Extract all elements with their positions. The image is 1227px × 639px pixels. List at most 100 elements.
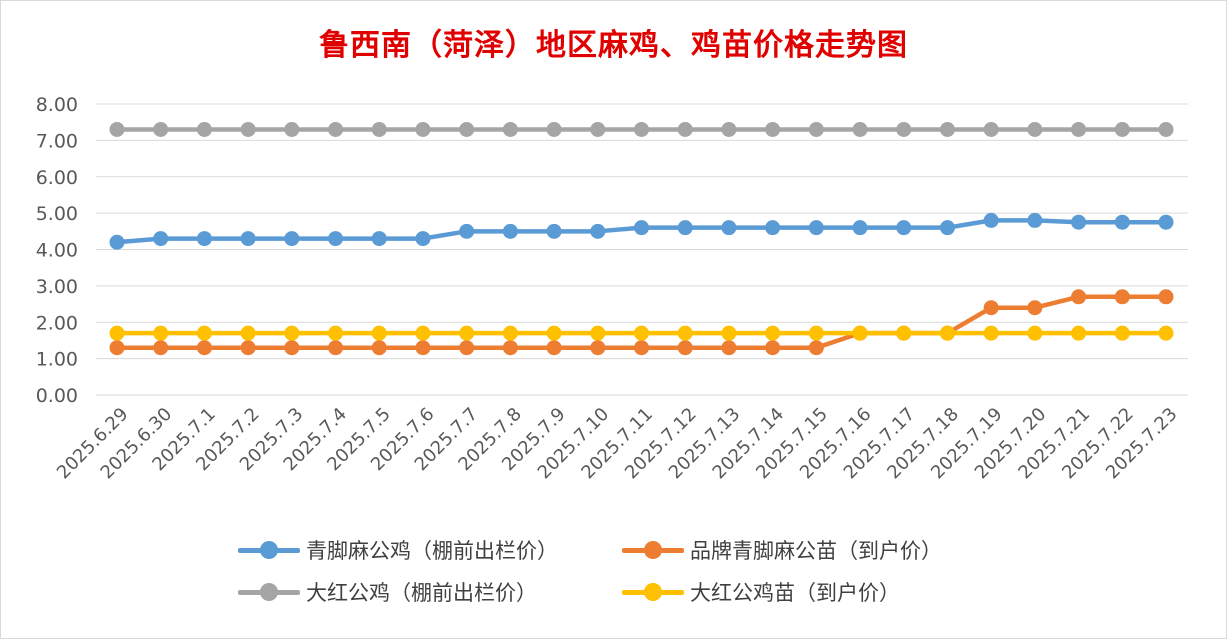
legend-label-1: 品牌青脚麻公苗（到户价） <box>690 539 942 563</box>
data-point-3-17 <box>852 325 868 341</box>
data-point-3-14 <box>721 325 737 341</box>
data-point-0-24 <box>1158 214 1174 230</box>
data-point-2-13 <box>677 121 693 137</box>
data-point-2-0 <box>109 121 125 137</box>
series-3 <box>109 325 1174 341</box>
data-point-2-20 <box>983 121 999 137</box>
data-point-0-8 <box>459 223 475 239</box>
data-point-0-15 <box>765 220 781 236</box>
data-point-0-11 <box>590 223 606 239</box>
data-point-2-9 <box>502 121 518 137</box>
data-point-2-23 <box>1114 121 1130 137</box>
data-point-0-20 <box>983 212 999 228</box>
series-2 <box>109 121 1174 137</box>
data-point-0-2 <box>196 231 212 247</box>
data-point-3-7 <box>415 325 431 341</box>
data-point-3-9 <box>502 325 518 341</box>
data-point-2-4 <box>284 121 300 137</box>
y-tick-label-2: 2.00 <box>36 312 78 334</box>
data-point-3-19 <box>939 325 955 341</box>
y-tick-label-4: 4.00 <box>36 240 78 262</box>
legend-item-1: 品牌青脚麻公苗（到户价） <box>622 535 942 565</box>
data-point-3-18 <box>896 325 912 341</box>
data-point-3-0 <box>109 325 125 341</box>
data-point-1-12 <box>634 340 649 356</box>
data-point-1-0 <box>109 340 125 356</box>
data-point-2-3 <box>240 121 256 137</box>
data-point-1-4 <box>284 340 300 356</box>
y-axis-ticks: 0.00 1.00 2.00 3.00 4.00 5.00 6.00 7.00 8.00 <box>36 94 78 407</box>
data-point-3-11 <box>590 325 606 341</box>
data-point-2-6 <box>371 121 387 137</box>
data-point-1-23 <box>1114 289 1130 305</box>
data-point-2-8 <box>459 121 475 137</box>
legend-item-2: 大红公鸡（棚前出栏价） <box>238 577 537 607</box>
data-point-3-6 <box>371 325 387 341</box>
data-point-0-5 <box>328 231 344 247</box>
legend-dot-1 <box>644 541 662 559</box>
data-point-1-24 <box>1158 289 1174 305</box>
data-point-3-3 <box>240 325 256 341</box>
data-point-1-9 <box>502 340 518 356</box>
data-point-1-20 <box>983 300 999 316</box>
series-0 <box>109 212 1174 250</box>
data-point-0-23 <box>1114 214 1130 230</box>
data-point-2-1 <box>153 121 169 137</box>
data-point-3-4 <box>284 325 300 341</box>
data-point-3-8 <box>459 325 475 341</box>
data-point-0-14 <box>721 220 737 236</box>
data-point-0-10 <box>546 223 562 239</box>
data-point-3-1 <box>153 325 169 341</box>
data-point-1-16 <box>808 340 824 356</box>
y-tick-label-3: 3.00 <box>36 276 78 298</box>
data-point-2-15 <box>765 121 781 137</box>
data-point-2-11 <box>590 121 606 137</box>
data-point-1-1 <box>153 340 169 356</box>
legend-swatch-1 <box>622 540 684 560</box>
data-point-2-17 <box>852 121 868 137</box>
legend-dot-3 <box>644 583 662 601</box>
legend-dot-2 <box>260 583 278 601</box>
data-point-2-10 <box>546 121 562 137</box>
data-point-1-2 <box>196 340 212 356</box>
data-point-0-18 <box>896 220 912 236</box>
data-point-0-12 <box>634 220 649 236</box>
data-point-0-16 <box>808 220 824 236</box>
data-point-3-12 <box>634 325 649 341</box>
data-point-0-4 <box>284 231 300 247</box>
data-point-1-5 <box>328 340 344 356</box>
data-point-2-12 <box>634 121 649 137</box>
data-point-2-19 <box>939 121 955 137</box>
data-point-1-7 <box>415 340 431 356</box>
legend-label-0: 青脚麻公鸡（棚前出栏价） <box>306 539 558 563</box>
legend-dot-0 <box>260 541 278 559</box>
y-tick-label-6: 6.00 <box>36 167 78 189</box>
data-point-3-20 <box>983 325 999 341</box>
legend-swatch-0 <box>238 540 300 560</box>
legend-swatch-2 <box>238 582 300 602</box>
data-point-2-21 <box>1027 121 1043 137</box>
y-tick-label-5: 5.00 <box>36 203 78 225</box>
data-point-2-24 <box>1158 121 1174 137</box>
gridlines <box>96 103 1188 396</box>
y-tick-label-8: 8.00 <box>36 94 78 116</box>
data-point-3-24 <box>1158 325 1174 341</box>
data-point-2-16 <box>808 121 824 137</box>
data-point-1-14 <box>721 340 737 356</box>
chart-title: 鲁西南（菏泽）地区麻鸡、鸡苗价格走势图 <box>319 28 908 63</box>
data-point-3-16 <box>808 325 824 341</box>
data-point-2-2 <box>196 121 212 137</box>
data-point-3-5 <box>328 325 344 341</box>
legend-swatch-3 <box>622 582 684 602</box>
data-point-0-17 <box>852 220 868 236</box>
data-point-1-6 <box>371 340 387 356</box>
data-point-2-22 <box>1071 121 1087 137</box>
data-point-1-11 <box>590 340 606 356</box>
data-point-3-13 <box>677 325 693 341</box>
data-point-0-1 <box>153 231 169 247</box>
data-point-3-22 <box>1071 325 1087 341</box>
data-point-3-21 <box>1027 325 1043 341</box>
y-tick-label-0: 0.00 <box>36 385 78 407</box>
data-point-3-15 <box>765 325 781 341</box>
